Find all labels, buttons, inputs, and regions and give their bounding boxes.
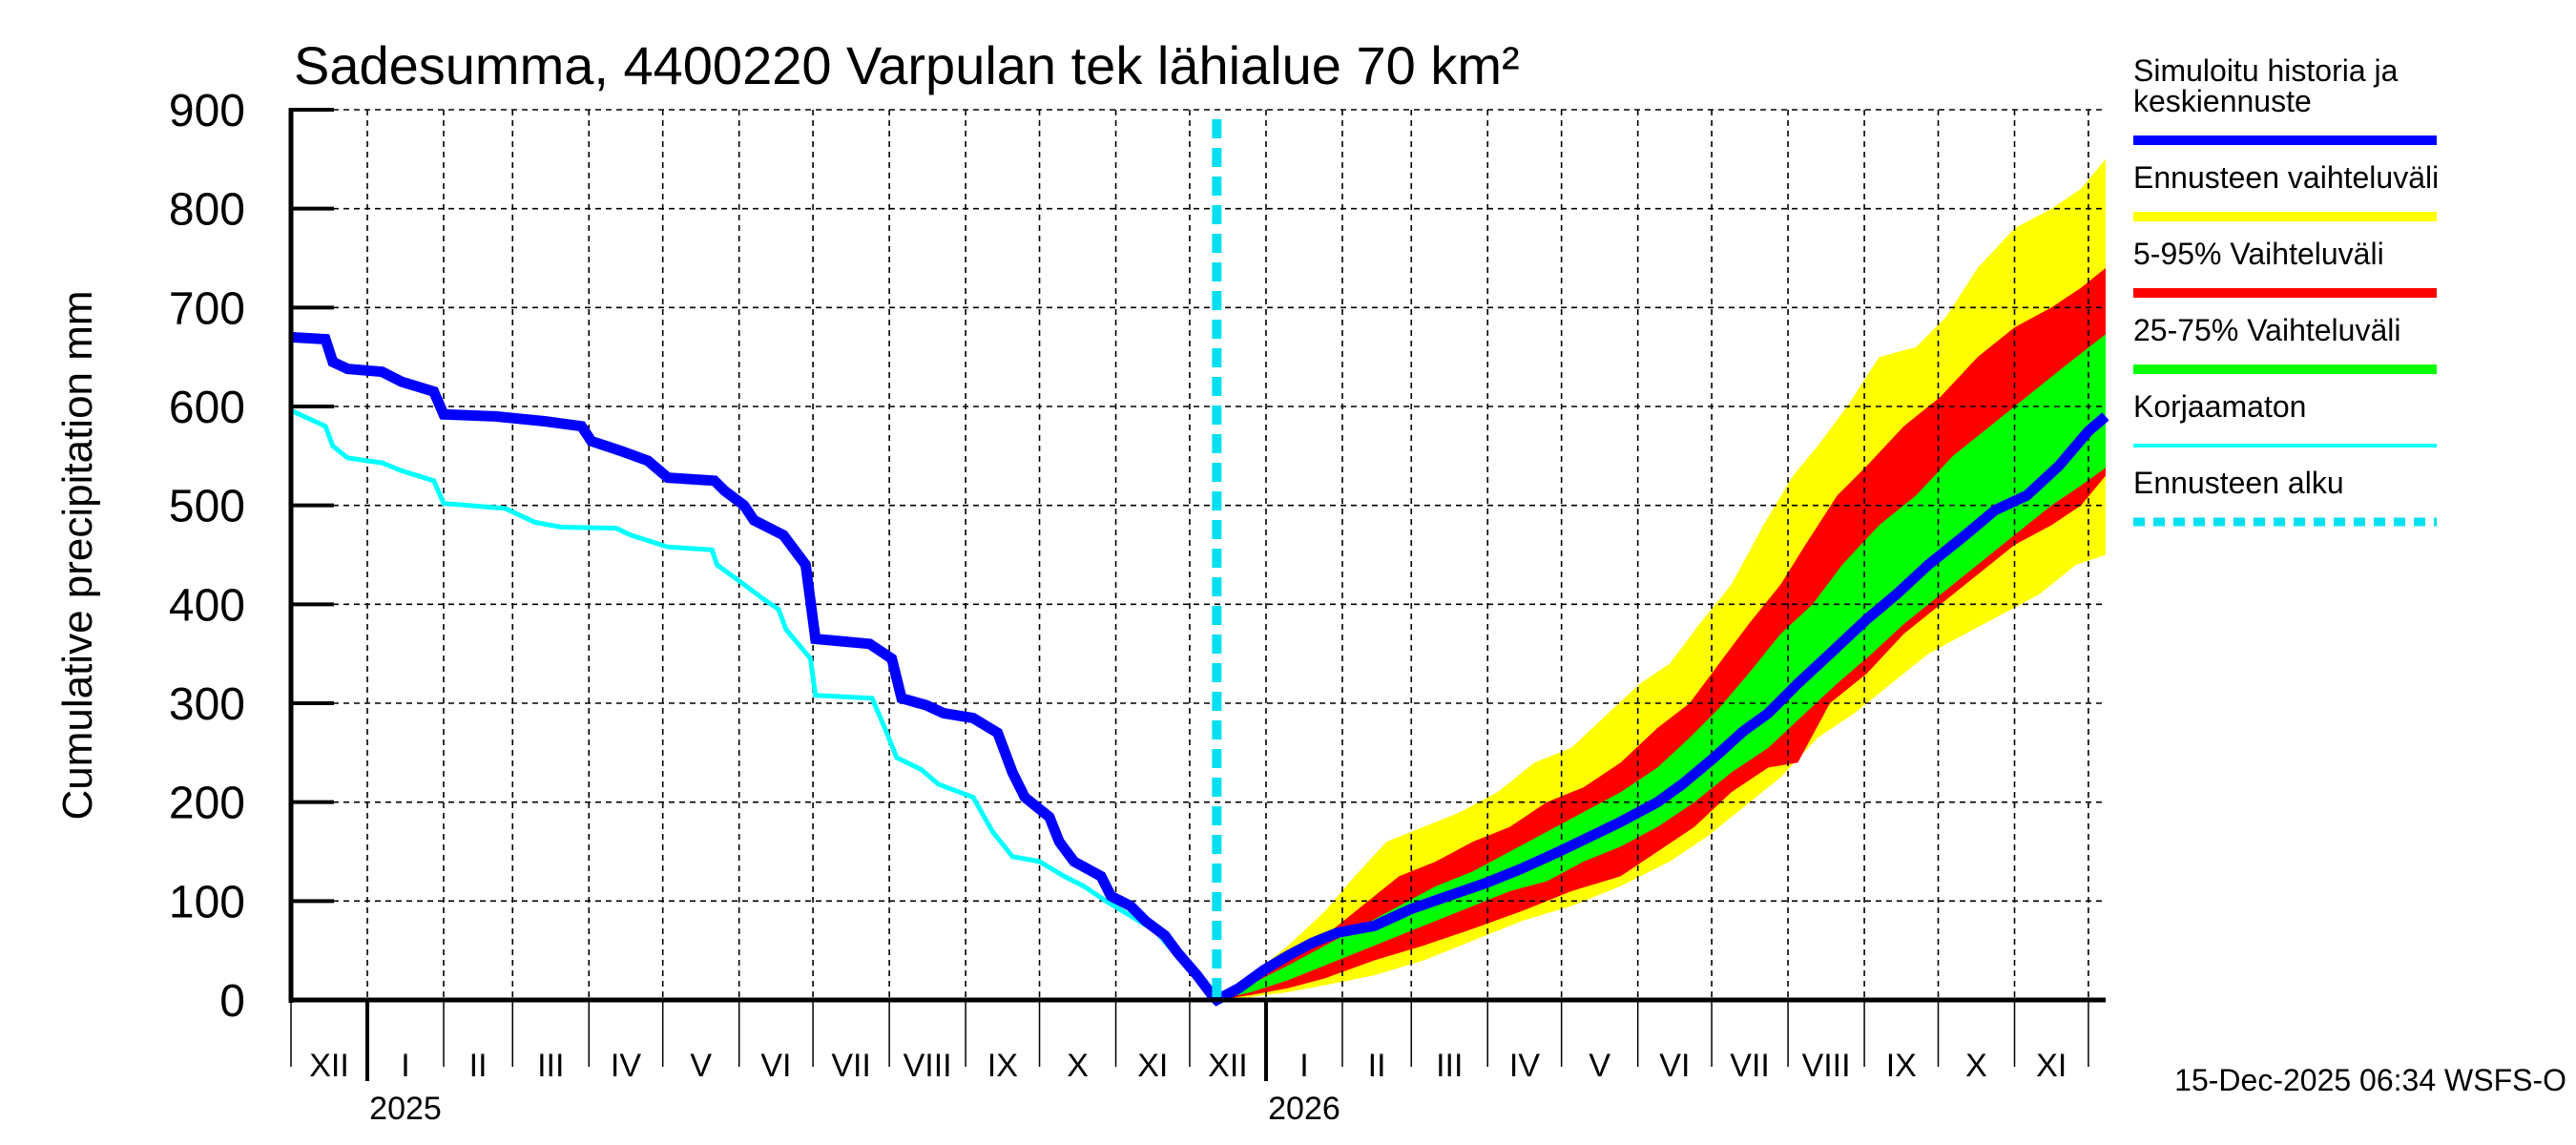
y-axis-label: Cumulative precipitation mm bbox=[54, 290, 101, 820]
x-tick-label: II bbox=[469, 1048, 488, 1084]
data-lines bbox=[289, 119, 2109, 1007]
axes bbox=[288, 108, 2106, 1003]
x-tick-label: XI bbox=[1137, 1048, 1168, 1084]
legend-label: Ennusteen alku bbox=[2133, 466, 2344, 500]
x-tick-label: V bbox=[690, 1048, 712, 1084]
x-tick-label: VI bbox=[760, 1048, 791, 1084]
x-tick-label: VIII bbox=[1802, 1048, 1851, 1084]
x-tick-label: IX bbox=[1886, 1048, 1917, 1084]
year-label: 2026 bbox=[1268, 1091, 1340, 1127]
legend-label: keskiennuste bbox=[2133, 84, 2312, 118]
legend-label: Ennusteen vaihteluväli bbox=[2133, 160, 2439, 195]
legend-label: 25-75% Vaihteluväli bbox=[2133, 313, 2400, 347]
x-tick-label: VIII bbox=[904, 1048, 952, 1084]
x-tick-label: X bbox=[1965, 1048, 1987, 1084]
x-tick-label: V bbox=[1589, 1048, 1610, 1084]
legend-label: Simuloitu historia ja bbox=[2133, 53, 2399, 88]
year-label: 2025 bbox=[369, 1091, 442, 1127]
chart-title: Sadesumma, 4400220 Varpulan tek lähialue… bbox=[294, 35, 1520, 95]
legend-label: 5-95% Vaihteluväli bbox=[2133, 237, 2384, 271]
y-tick-label: 100 bbox=[169, 877, 245, 927]
simulated-mean-line bbox=[290, 331, 2109, 1007]
x-tick-label: IV bbox=[611, 1048, 641, 1084]
y-tick-label: 400 bbox=[169, 580, 245, 631]
x-tick-label: I bbox=[1299, 1048, 1308, 1084]
band-5-95-vaihteluv-li bbox=[1216, 267, 2106, 1000]
legend-label: Korjaamaton bbox=[2133, 389, 2306, 424]
x-tick-label: XII bbox=[309, 1048, 349, 1084]
y-tick-label: 700 bbox=[169, 283, 245, 334]
x-tick-label: VI bbox=[1659, 1048, 1690, 1084]
x-tick-label: VII bbox=[1730, 1048, 1770, 1084]
y-tick-label: 500 bbox=[169, 482, 245, 532]
x-tick-label: IV bbox=[1509, 1048, 1540, 1084]
x-tick-label: IX bbox=[987, 1048, 1018, 1084]
x-tick-label: X bbox=[1067, 1048, 1089, 1084]
x-ticks: XII I II III IV V VI VII VIII IX X XI XII I II III IV V VI… bbox=[290, 1000, 2089, 1127]
x-tick-label: VII bbox=[831, 1048, 871, 1084]
y-tick-label: 300 bbox=[169, 679, 245, 730]
y-ticks: 0 100 200 300 400 500 600 700 800 900 bbox=[169, 86, 334, 1027]
x-tick-label: I bbox=[401, 1048, 409, 1084]
y-tick-label: 200 bbox=[169, 779, 245, 829]
korjaamaton-line bbox=[289, 407, 1219, 1002]
grid-lines bbox=[291, 109, 2106, 1000]
x-tick-label: XII bbox=[1208, 1048, 1248, 1084]
x-tick-label: III bbox=[1436, 1048, 1463, 1084]
forecast-bands bbox=[1216, 158, 2106, 1001]
band-ennusteen-vaihteluv-li bbox=[1216, 158, 2106, 1001]
timestamp-footer: 15-Dec-2025 06:34 WSFS-O bbox=[2174, 1063, 2566, 1097]
y-tick-label: 600 bbox=[169, 383, 245, 433]
y-tick-label: 800 bbox=[169, 185, 245, 236]
y-tick-label: 900 bbox=[169, 86, 245, 136]
x-tick-label: II bbox=[1368, 1048, 1386, 1084]
y-tick-label: 0 bbox=[219, 976, 245, 1027]
x-tick-label: XI bbox=[2036, 1048, 2067, 1084]
x-tick-label: III bbox=[537, 1048, 564, 1084]
